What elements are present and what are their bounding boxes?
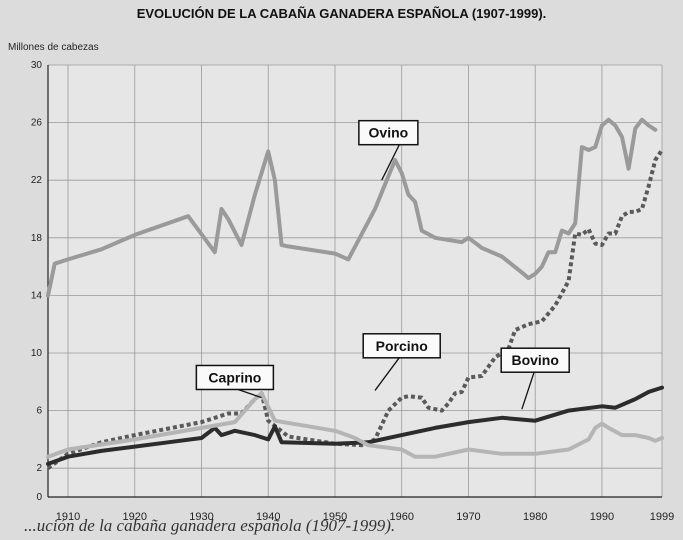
x-tick-label: 1999 <box>650 511 674 523</box>
y-tick-label: 6 <box>36 406 42 417</box>
y-tick-label: 10 <box>31 348 43 359</box>
series-label-porcino: Porcino <box>376 338 428 354</box>
series-line-bovino <box>46 385 664 466</box>
x-tick-label: 1960 <box>389 511 413 523</box>
chart-caption: ...ución de la cabaña ganadera española … <box>24 516 396 535</box>
x-tick-label: 1990 <box>590 511 614 523</box>
x-tick-label: 1920 <box>123 511 147 523</box>
x-tick-label: 1940 <box>256 511 280 523</box>
leader-line-ovino <box>381 139 403 181</box>
x-tick-label: 1910 <box>56 511 80 523</box>
y-tick-label: 2 <box>36 463 42 474</box>
plot-background <box>48 65 662 497</box>
series-label-box-porcino <box>362 333 441 359</box>
y-tick-label: 18 <box>31 233 43 244</box>
series-label-bovino: Bovino <box>511 352 558 368</box>
y-axis-label: Millones de cabezas <box>8 42 99 53</box>
x-tick-label: 1950 <box>323 511 347 523</box>
x-tick-label: 1930 <box>189 511 213 523</box>
series-label-caprino: Caprino <box>208 369 261 385</box>
y-tick-label: 30 <box>31 60 43 71</box>
series-label-ovino: Ovino <box>369 125 409 141</box>
series-label-box-caprino <box>195 364 275 391</box>
y-tick-label: 26 <box>31 118 43 129</box>
x-tick-label: 1970 <box>456 511 480 523</box>
series-label-box-ovino <box>358 119 419 146</box>
y-tick-label: 0 <box>36 492 42 503</box>
y-tick-label: 14 <box>31 290 43 301</box>
series-line-ovino <box>46 117 658 298</box>
series-line-caprino <box>46 391 664 459</box>
series-label-box-bovino <box>500 347 570 373</box>
chart-title: EVOLUCIÓN DE LA CABAÑA GANADERA ESPAÑOLA… <box>136 6 547 21</box>
leader-line-porcino <box>374 354 403 391</box>
x-tick-label: 1980 <box>523 511 547 523</box>
y-tick-label: 22 <box>31 175 43 186</box>
leader-line-bovino <box>521 368 536 410</box>
series-labels: Ovino Porcino Bovino Caprino <box>195 119 570 410</box>
